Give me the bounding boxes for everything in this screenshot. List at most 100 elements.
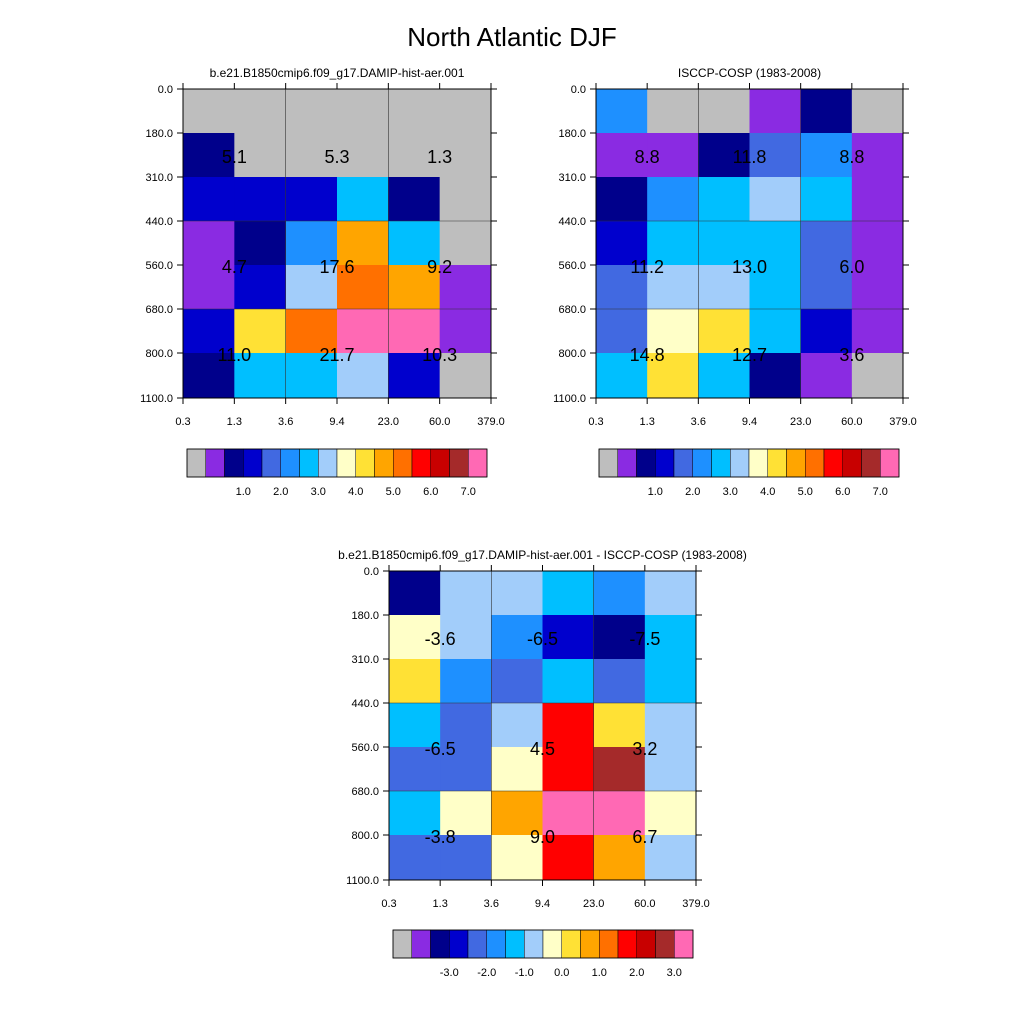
- heatmap-cell: [647, 265, 699, 310]
- heatmap-cell: [851, 265, 904, 310]
- y-tick-label: 440.0: [558, 216, 586, 228]
- heatmap-cell: [389, 835, 441, 881]
- colorbar-label: 4.0: [348, 486, 363, 498]
- colorbar-swatch: [299, 448, 319, 478]
- y-tick-label: 0.0: [158, 84, 173, 96]
- block-value-label: 5.3: [324, 147, 349, 167]
- y-tick-label: 310.0: [145, 172, 173, 184]
- colorbar-swatch: [411, 929, 431, 959]
- colorbar-swatch: [674, 929, 694, 959]
- y-tick-label: 560.0: [558, 260, 586, 272]
- heatmap-cell: [440, 747, 492, 792]
- colorbar-label: 2.0: [273, 486, 288, 498]
- heatmap-cell: [644, 791, 697, 836]
- heatmap-cell: [800, 177, 853, 222]
- heatmap-cell: [749, 177, 802, 222]
- heatmap-cell: [440, 659, 492, 704]
- block-value-label: 8.8: [839, 147, 864, 167]
- block-value-label: 4.7: [222, 257, 247, 277]
- colorbar-swatch: [374, 448, 394, 478]
- colorbar-label: 3.0: [311, 486, 326, 498]
- heatmap-cell: [596, 265, 648, 310]
- colorbar-swatch: [449, 929, 469, 959]
- y-tick-label: 440.0: [351, 698, 379, 710]
- y-tick-label: 800.0: [558, 348, 586, 360]
- heatmap-cell: [285, 309, 338, 354]
- x-tick-label: 60.0: [634, 898, 655, 910]
- heatmap-cell: [698, 89, 750, 134]
- x-tick-label: 1.3: [227, 416, 242, 428]
- block-value-label: 13.0: [732, 257, 767, 277]
- heatmap-cell: [234, 177, 287, 222]
- panel-title: ISCCP-COSP (1983-2008): [678, 66, 821, 80]
- y-tick-label: 1100.0: [553, 393, 586, 405]
- heatmap-cell: [234, 309, 287, 354]
- heatmap-cell: [542, 835, 595, 881]
- colorbar-label: 1.0: [648, 486, 663, 498]
- heatmap-cell: [593, 791, 646, 836]
- block-value-label: 9.2: [427, 257, 452, 277]
- heatmap-cell: [183, 265, 235, 310]
- heatmap-cell: [285, 221, 338, 266]
- heatmap-cell: [698, 309, 750, 354]
- panels: b.e21.B1850cmip6.f09_g17.DAMIP-hist-aer.…: [140, 66, 917, 979]
- y-tick-label: 0.0: [571, 84, 586, 96]
- x-tick-label: 23.0: [583, 898, 604, 910]
- block-value-label: 6.0: [839, 257, 864, 277]
- x-tick-label: 9.4: [329, 416, 344, 428]
- colorbar-label: 0.0: [554, 967, 569, 979]
- heatmap-cell: [644, 615, 697, 660]
- heatmap-cell: [440, 615, 492, 660]
- y-tick-label: 180.0: [558, 128, 586, 140]
- y-tick-label: 440.0: [145, 216, 173, 228]
- panel-title: b.e21.B1850cmip6.f09_g17.DAMIP-hist-aer.…: [210, 66, 465, 80]
- block-value-label: 3.2: [632, 739, 657, 759]
- block-value-label: -3.6: [425, 629, 456, 649]
- heatmap-cell: [234, 353, 287, 399]
- heatmap-cell: [388, 265, 441, 310]
- colorbar-frame: [598, 448, 900, 478]
- block-value-label: -6.5: [527, 629, 558, 649]
- heatmap-cell: [593, 659, 646, 704]
- colorbar-swatch: [486, 929, 506, 959]
- x-tick-label: 3.6: [484, 898, 499, 910]
- colorbar-swatch: [861, 448, 881, 478]
- colorbar-label: 6.0: [423, 486, 438, 498]
- y-tick-label: 310.0: [558, 172, 586, 184]
- heatmap-cell: [749, 309, 802, 354]
- block-value-label: 11.2: [630, 257, 664, 277]
- heatmap-cell: [491, 835, 543, 881]
- heatmap-cell: [542, 571, 595, 616]
- colorbar-swatch: [767, 448, 787, 478]
- colorbar-label: 2.0: [629, 967, 644, 979]
- y-tick-label: 560.0: [351, 742, 379, 754]
- colorbar-label: 3.0: [723, 486, 738, 498]
- colorbar-frame: [186, 448, 488, 478]
- colorbar-swatch: [467, 929, 487, 959]
- heatmap-cell: [337, 265, 389, 310]
- heatmap-cell: [596, 353, 648, 399]
- y-tick-label: 800.0: [351, 830, 379, 842]
- heatmap-cell: [644, 659, 697, 704]
- heatmap-cell: [800, 221, 853, 266]
- heatmap-cell: [388, 133, 441, 178]
- colorbar-swatch: [711, 448, 731, 478]
- colorbar-label: 5.0: [386, 486, 401, 498]
- heatmap-cell: [542, 615, 595, 660]
- heatmap-cell: [389, 703, 441, 748]
- heatmap-cell: [439, 265, 492, 310]
- heatmap-cell: [234, 221, 287, 266]
- x-tick-label: 9.4: [742, 416, 757, 428]
- heatmap-cell: [698, 133, 750, 178]
- colorbar-swatch: [224, 448, 244, 478]
- colorbar-swatch: [617, 448, 637, 478]
- y-tick-label: 800.0: [145, 348, 173, 360]
- heatmap-cell: [851, 89, 904, 134]
- heatmap-cell: [439, 133, 492, 178]
- heatmap-cell: [491, 703, 543, 748]
- colorbar-swatch: [655, 929, 675, 959]
- colorbar-swatch: [692, 448, 712, 478]
- heatmap-panel: b.e21.B1850cmip6.f09_g17.DAMIP-hist-aer.…: [338, 548, 747, 979]
- x-tick-label: 60.0: [429, 416, 450, 428]
